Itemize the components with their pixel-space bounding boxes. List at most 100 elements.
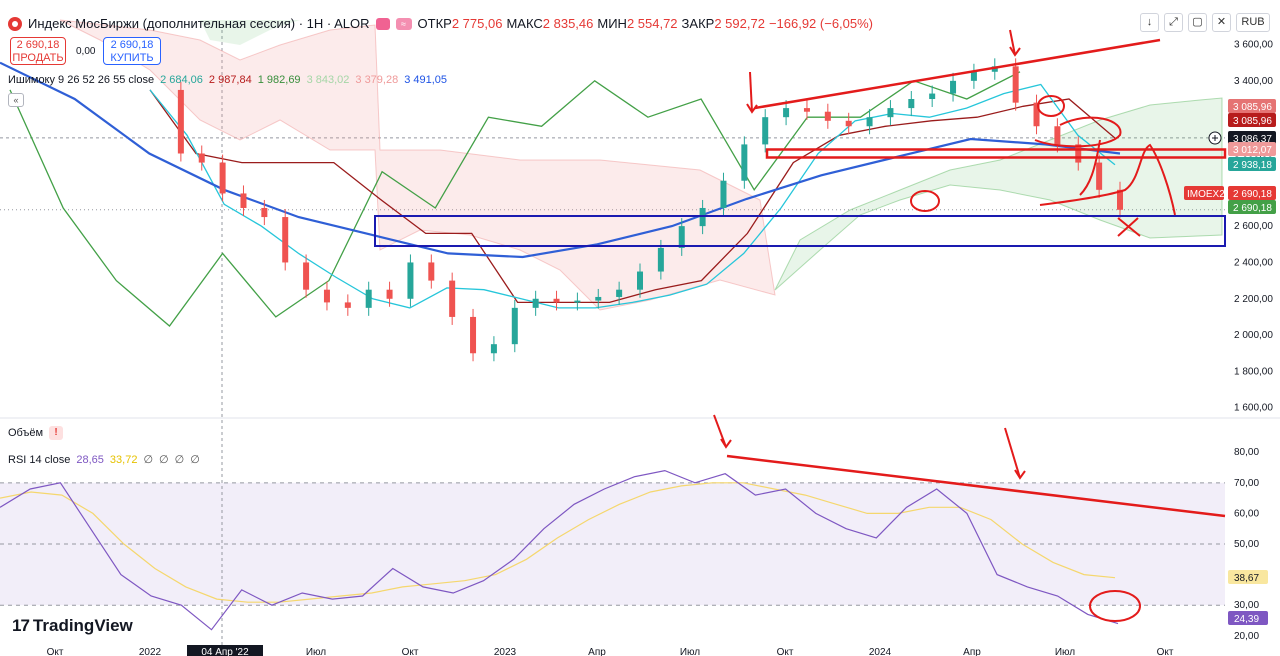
- rsi-badge: [1228, 611, 1268, 625]
- resistance-zone[interactable]: [765, 148, 1227, 159]
- rsi-trend-line[interactable]: [726, 454, 1226, 518]
- series-tag-label: IMOEX2: [1187, 189, 1225, 200]
- candle-body: [198, 153, 205, 163]
- arrow-annotation[interactable]: [1004, 427, 1021, 479]
- candle-body: [866, 117, 873, 127]
- candle-body: [803, 108, 810, 112]
- arrow-annotation[interactable]: [749, 71, 753, 113]
- time-highlight: [187, 645, 263, 656]
- rsi-zero-1: ∅: [143, 454, 154, 466]
- candle-body: [1117, 189, 1123, 210]
- arrow-annotation[interactable]: [1009, 29, 1016, 56]
- candle-body: [637, 271, 643, 290]
- price-tick-label: 1 800,00: [1234, 366, 1273, 377]
- candle-body: [824, 111, 831, 121]
- candle-body: [1075, 144, 1082, 163]
- ohlc-label-1: МАКС: [506, 16, 543, 31]
- exchange-logo-icon: [8, 16, 22, 31]
- rsi-legend[interactable]: RSI 14 close 28,65 33,72 ∅ ∅ ∅ ∅: [8, 453, 200, 467]
- tradingview-wordmark: TradingView: [32, 616, 133, 635]
- time-axis-label: Июл: [306, 647, 326, 656]
- currency-select[interactable]: RUB: [1236, 13, 1270, 32]
- candle-body: [657, 247, 664, 272]
- scribble-annotation[interactable]: [1039, 143, 1176, 216]
- rsi-ma-value: 33,72: [109, 453, 138, 466]
- cross-annotation[interactable]: [1117, 217, 1141, 237]
- restore-icon[interactable]: ▢: [1188, 13, 1207, 32]
- arrowhead: [720, 438, 732, 449]
- arrow-annotation[interactable]: [713, 414, 727, 448]
- candle-body: [553, 298, 560, 303]
- chart-title[interactable]: Индекс МосБиржи (дополнительная сессия) …: [28, 16, 370, 31]
- ichimoku-value-ma: 3 491,05: [404, 74, 448, 86]
- candle-body: [950, 80, 957, 94]
- time-highlight-label: 04 Апр '22: [201, 647, 249, 656]
- buy-button[interactable]: 2 690,18 КУПИТЬ: [103, 37, 161, 65]
- volume-legend[interactable]: Объём !: [8, 426, 64, 440]
- sell-label: ПРОДАТЬ: [12, 52, 64, 64]
- ichimoku-cloud-top: [140, 20, 300, 45]
- circle-annotation[interactable]: [1089, 590, 1141, 622]
- candle-body: [762, 117, 769, 145]
- price-tick-label: 1 600,00: [1234, 403, 1273, 414]
- time-axis-label: 2023: [494, 647, 517, 656]
- tradingview-mark-icon: 17: [12, 616, 30, 635]
- ohlc-group: ОТКР2 775,06 МАКС2 835,46 МИН2 554,72 ЗАКР2…: [418, 16, 877, 31]
- close-icon[interactable]: ✕: [1212, 13, 1231, 32]
- compare-chip[interactable]: ≈: [395, 17, 412, 30]
- arrow-down-icon[interactable]: ↓: [1140, 13, 1159, 32]
- candle-body: [428, 262, 435, 281]
- tradingview-logo[interactable]: 17 TradingView: [12, 616, 133, 636]
- arrowhead: [746, 103, 758, 114]
- candle-body: [887, 108, 894, 118]
- candle-body: [303, 262, 310, 290]
- ichimoku-value-base: 2 987,84: [208, 74, 252, 86]
- candle-body: [699, 207, 706, 227]
- series-tag: [1184, 186, 1224, 200]
- candle-body: [511, 307, 518, 345]
- candle-body: [1033, 102, 1040, 127]
- candle-body: [490, 344, 497, 354]
- rsi-value: 28,65: [76, 453, 104, 466]
- price-badge: [1228, 113, 1276, 127]
- conversion-line: [149, 83, 1116, 309]
- candle-body: [407, 262, 414, 299]
- chart-title-row: Индекс МосБиржи (дополнительная сессия) …: [8, 16, 877, 31]
- candle-body: [678, 226, 685, 248]
- rsi-tick-label: 30,00: [1234, 600, 1259, 611]
- trend-line-upper[interactable]: [754, 38, 1161, 110]
- scribble-annotation[interactable]: [1034, 116, 1122, 196]
- moving-average-line: [0, 61, 1121, 259]
- price-badge-label: 3 012,07: [1233, 145, 1272, 156]
- candle-body: [219, 162, 226, 194]
- ohlc-value-2: 2 554,72: [626, 16, 678, 31]
- support-zone[interactable]: [374, 215, 1226, 247]
- ichimoku-legend[interactable]: Ишимоку 9 26 52 26 55 close 2 684,06 2 9…: [8, 74, 447, 86]
- rsi-zero-4: ∅: [190, 454, 200, 466]
- ohlc-value-4: −166,92 (−6,05%): [768, 16, 874, 31]
- price-badge-label: 2 938,18: [1233, 160, 1272, 171]
- time-axis-label: Окт: [1157, 647, 1174, 656]
- flag-icon[interactable]: [375, 17, 390, 30]
- circle-annotation[interactable]: [910, 190, 940, 212]
- circle-annotation[interactable]: [1037, 95, 1065, 117]
- arrowhead: [1014, 469, 1026, 480]
- price-tick-label: 2 200,00: [1234, 294, 1273, 305]
- candle-body: [282, 217, 289, 263]
- collapse-legend-icon[interactable]: «: [8, 93, 24, 107]
- sell-button[interactable]: 2 690,18 ПРОДАТЬ: [10, 37, 66, 65]
- expand-icon[interactable]: ⤢: [1164, 13, 1183, 32]
- rsi-tick-label: 70,00: [1234, 478, 1259, 489]
- price-badge: [1228, 186, 1276, 200]
- spread-value: 0,00: [76, 46, 96, 57]
- price-tick-label: 2 000,00: [1234, 330, 1273, 341]
- candle-body: [991, 66, 998, 72]
- ohlc-value-3: 2 592,72: [714, 16, 765, 31]
- buy-price: 2 690,18: [110, 39, 154, 51]
- rsi-line: [0, 469, 1119, 631]
- time-axis-label: 2024: [869, 647, 892, 656]
- candle-body: [323, 289, 330, 303]
- price-badge-label: 3 085,96: [1233, 102, 1272, 113]
- warning-icon[interactable]: !: [49, 426, 64, 440]
